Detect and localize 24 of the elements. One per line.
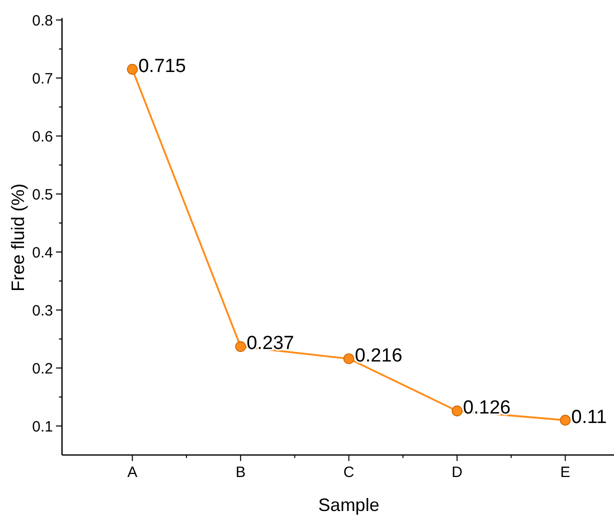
- x-tick-label: A: [127, 464, 138, 481]
- point: [343, 353, 354, 364]
- data-label: 0.216: [354, 345, 402, 366]
- point: [235, 341, 246, 352]
- x-tick-label: C: [343, 464, 354, 481]
- y-tick-label: 0.6: [32, 128, 53, 146]
- point: [452, 406, 462, 416]
- y-axis-title: Free fluid (%): [8, 183, 28, 292]
- point: [560, 414, 571, 426]
- data-label: 0.715: [138, 56, 186, 77]
- y-tick-label: 0.1: [32, 418, 53, 436]
- x-tick-label: B: [236, 464, 246, 481]
- x-tick-label: E: [560, 464, 570, 481]
- x-axis-title: Sample: [318, 495, 380, 515]
- y-tick-label: 0.7: [32, 70, 53, 88]
- y-tick-label: 0.3: [32, 302, 53, 320]
- data-label: 0.237: [246, 333, 294, 354]
- x-tick-label: D: [452, 464, 463, 481]
- y-tick-label: 0.5: [32, 186, 53, 204]
- y-tick-label: 0.2: [32, 360, 53, 378]
- data-label: 0.11: [571, 406, 607, 428]
- y-tick-label: 0.4: [32, 244, 53, 262]
- y-tick-label: 0.8: [32, 12, 53, 30]
- point: [126, 64, 138, 75]
